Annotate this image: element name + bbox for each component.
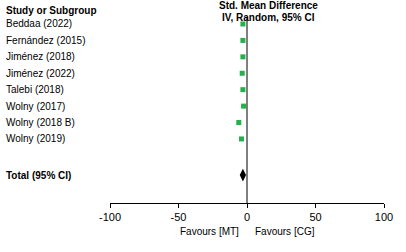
svg-text:Wolny (2019): Wolny (2019) <box>6 133 65 144</box>
svg-text:50: 50 <box>309 211 321 223</box>
svg-text:100: 100 <box>375 211 393 223</box>
svg-text:Wolny (2017): Wolny (2017) <box>6 101 65 112</box>
svg-text:Study or Subgroup: Study or Subgroup <box>6 5 97 16</box>
svg-text:Total (95% CI): Total (95% CI) <box>6 170 71 181</box>
svg-text:Favours [CG]: Favours [CG] <box>255 226 315 237</box>
svg-text:Jiménez (2018): Jiménez (2018) <box>6 51 75 62</box>
svg-text:Jiménez (2022): Jiménez (2022) <box>6 68 75 79</box>
svg-text:0: 0 <box>244 211 250 223</box>
svg-text:Fernández (2015): Fernández (2015) <box>6 35 86 46</box>
svg-text:Favours [MT]: Favours [MT] <box>180 226 239 237</box>
svg-text:Talebi (2018): Talebi (2018) <box>6 84 64 95</box>
svg-text:-50: -50 <box>171 211 187 223</box>
svg-text:Wolny (2018 B): Wolny (2018 B) <box>6 117 75 128</box>
svg-text:-100: -100 <box>99 211 121 223</box>
svg-text:Beddaa (2022): Beddaa (2022) <box>6 18 72 29</box>
svg-text:IV, Random, 95% CI: IV, Random, 95% CI <box>222 12 315 23</box>
svg-text:Std. Mean Difference: Std. Mean Difference <box>219 0 318 11</box>
